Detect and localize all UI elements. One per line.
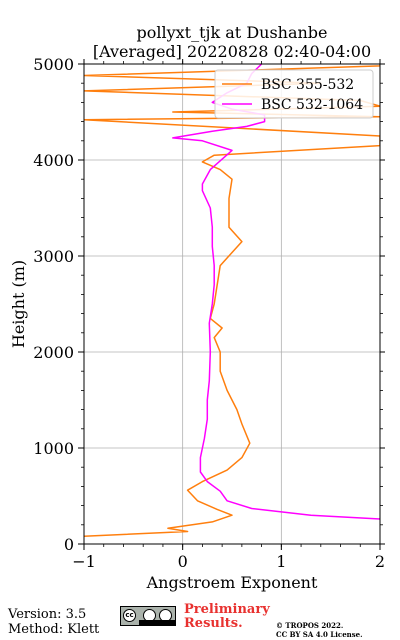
legend: BSC 355-532 BSC 532-1064 <box>214 69 374 119</box>
y-tick-label: 2000 <box>33 343 74 362</box>
cc-by-sa-license-badge: cc <box>120 606 176 626</box>
legend-label-bsc-532-1064: BSC 532-1064 <box>261 97 363 113</box>
chart-title-line1: pollyxt_tjk at Dushanbe <box>136 23 327 42</box>
x-tick-label: 1 <box>276 552 286 571</box>
license-bar <box>139 620 175 625</box>
angstroem-profile-chart: pollyxt_tjk at Dushanbe [Averaged] 20220… <box>9 23 385 592</box>
copyright-line1: © TROPOS 2022. <box>276 621 344 630</box>
series-line-bsc-532-1064 <box>172 64 380 520</box>
series-line-bsc-355-532 <box>84 64 380 538</box>
preliminary-line2: Results. <box>184 616 243 631</box>
x-axis-label: Angstroem Exponent <box>146 573 318 592</box>
x-tick-label: −1 <box>72 552 96 571</box>
legend-box <box>214 69 374 119</box>
y-tick-label: 4000 <box>33 151 74 170</box>
y-axis-label: Height (m) <box>9 260 28 348</box>
y-tick-label: 1000 <box>33 439 74 458</box>
legend-label-bsc-355-532: BSC 355-532 <box>261 77 354 93</box>
preliminary-results-text: Preliminary Results. <box>184 603 270 631</box>
method-text: Method: Klett <box>8 622 100 637</box>
version-text: Version: 3.5 <box>8 607 87 622</box>
grid-lines <box>84 64 380 544</box>
chart-title-line2: [Averaged] 20220828 02:40-04:00 <box>93 42 371 61</box>
copyright-line2: CC BY SA 4.0 License. <box>276 630 363 639</box>
cc-icon: cc <box>123 609 136 622</box>
x-tick-label: 0 <box>178 552 188 571</box>
y-tick-label: 3000 <box>33 247 74 266</box>
series-lines <box>84 64 380 538</box>
plot-frame <box>83 63 381 545</box>
x-tick-label: 2 <box>375 552 385 571</box>
preliminary-line1: Preliminary <box>184 602 270 617</box>
y-tick-label: 5000 <box>33 55 74 74</box>
y-tick-label: 0 <box>64 535 74 554</box>
copyright-text: © TROPOS 2022. CC BY SA 4.0 License. <box>276 621 363 639</box>
